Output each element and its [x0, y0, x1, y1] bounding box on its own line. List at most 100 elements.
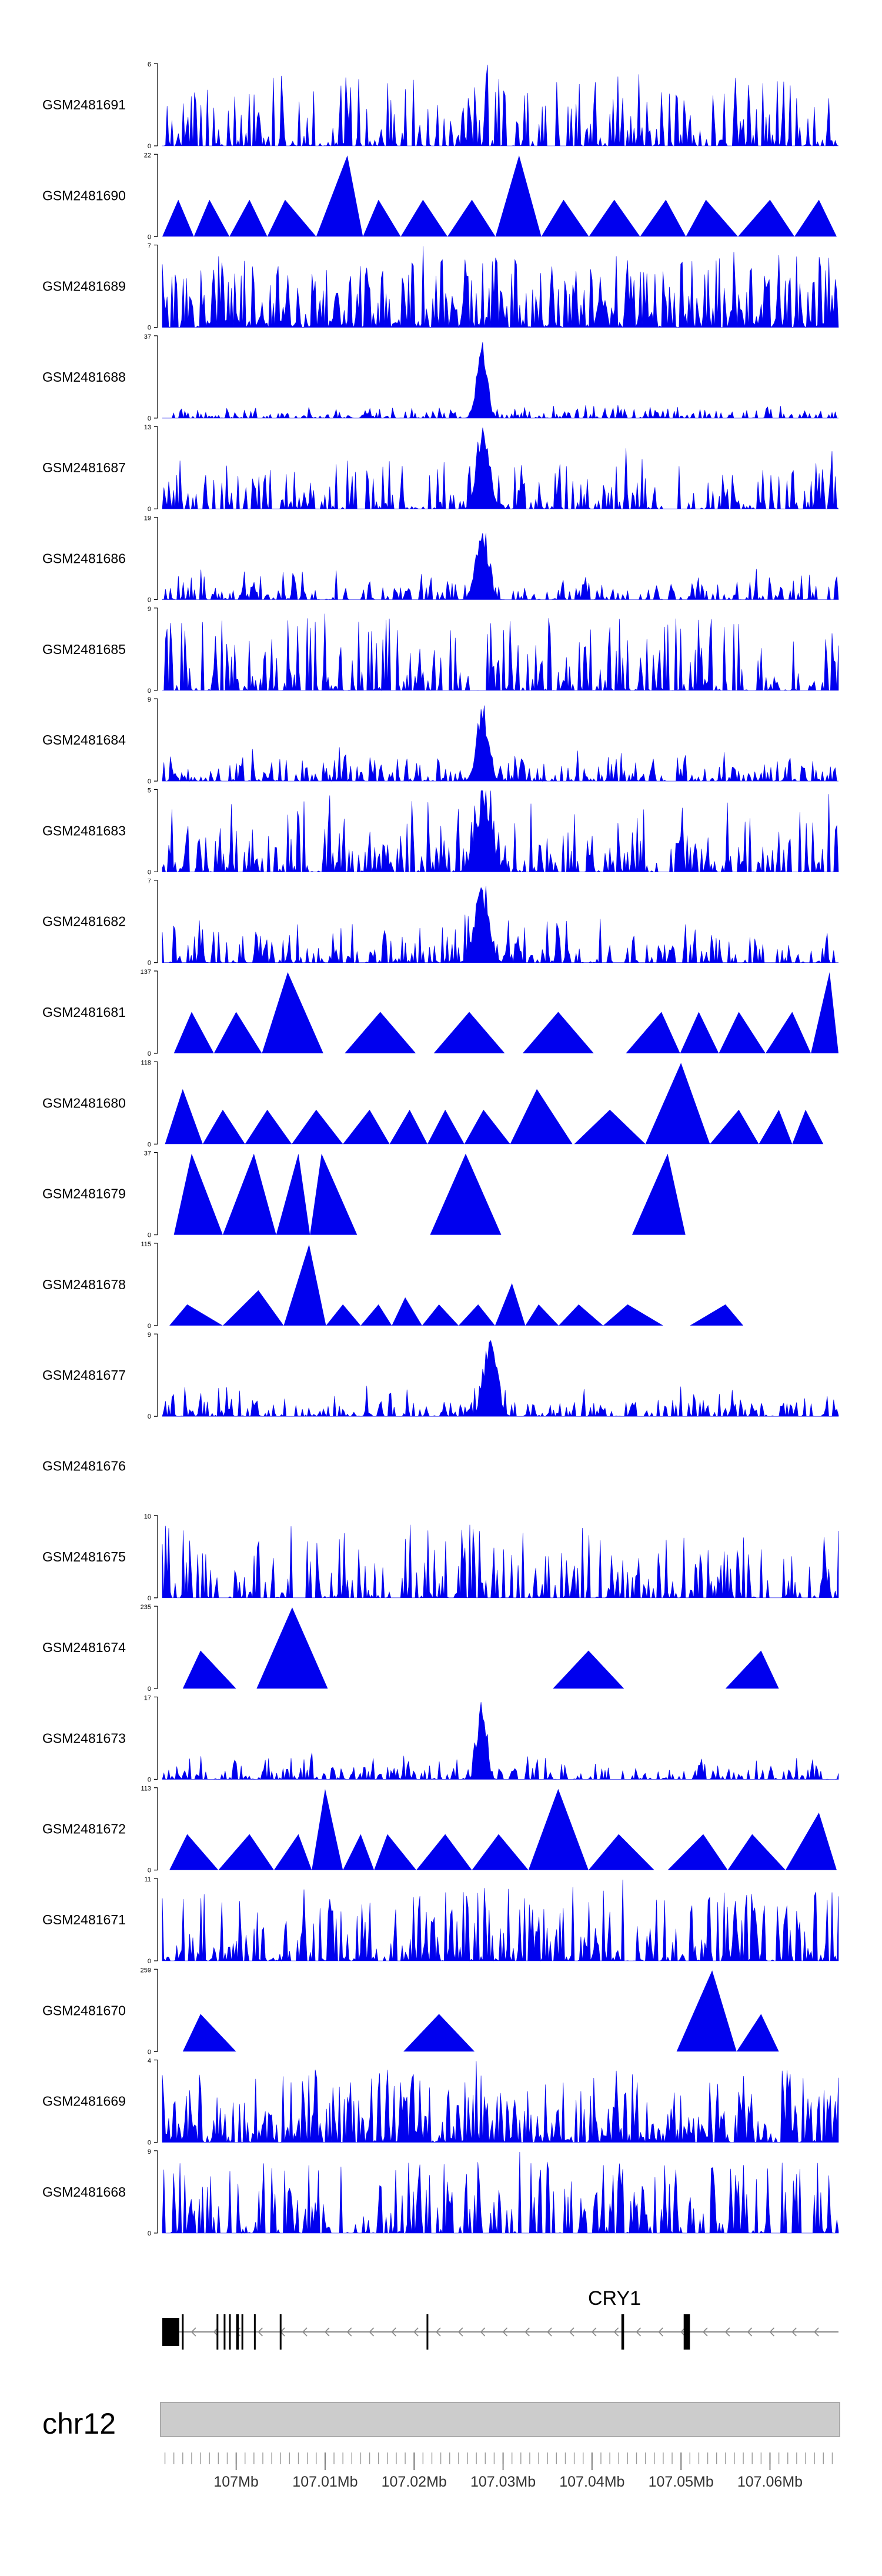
coverage-peak: [389, 1109, 427, 1144]
coverage-peak: [719, 1012, 766, 1053]
x-tick-label: 107.03Mb: [470, 2474, 536, 2490]
coverage-peak: [522, 1012, 594, 1053]
coverage-area: [162, 2061, 839, 2143]
coverage-peak: [736, 2014, 779, 2052]
track-label: GSM2481672: [42, 1821, 126, 1837]
coverage-peak: [202, 1109, 245, 1144]
track-GSM2481678: GSM2481678 115 0: [42, 1241, 744, 1330]
coverage-peak: [574, 1109, 646, 1144]
x-tick-label: 107.01Mb: [292, 2474, 358, 2490]
coverage-area: [162, 705, 838, 782]
y-tick-label-zero: 0: [148, 143, 151, 150]
coverage-peak: [667, 1834, 728, 1870]
x-tick-label: 107.02Mb: [382, 2474, 447, 2490]
exon: [426, 2314, 429, 2350]
coverage-peak: [374, 1834, 417, 1870]
track-GSM2481671: GSM2481671 11 0: [42, 1876, 839, 1965]
y-tick-label-zero: 0: [148, 2048, 151, 2056]
x-tick-label: 107Mb: [213, 2474, 258, 2490]
y-tick-label-max: 5: [148, 787, 151, 794]
coverage-peak: [553, 1650, 624, 1689]
coverage-peak: [245, 1109, 292, 1144]
y-tick-label-max: 9: [148, 606, 151, 613]
y-tick-label-max: 11: [145, 1876, 151, 1883]
y-tick-label-max: 6: [148, 61, 151, 68]
track-label: GSM2481673: [42, 1730, 126, 1746]
track-GSM2481668: GSM2481668 9 0: [42, 2148, 839, 2237]
coverage-peak: [222, 1290, 284, 1326]
coverage-peak: [427, 1109, 465, 1144]
y-tick-label-zero: 0: [148, 1595, 151, 1602]
strand-arrow: [636, 2327, 642, 2337]
coverage-peak: [392, 1297, 422, 1326]
coverage-area: [162, 428, 839, 510]
y-tick-label-max: 259: [141, 1967, 151, 1974]
track-label: GSM2481683: [42, 823, 126, 838]
strand-arrow: [769, 2327, 775, 2337]
coverage-peak: [316, 155, 363, 237]
track-GSM2481686: GSM2481686 19 0: [42, 515, 839, 604]
coverage-peak: [759, 1109, 793, 1144]
strand-arrow: [435, 2327, 441, 2337]
coverage-area: [162, 1879, 839, 1962]
track-label: GSM2481670: [42, 2003, 126, 2018]
coverage-peak: [676, 1970, 737, 2052]
strand-arrow: [724, 2327, 730, 2337]
strand-arrow: [457, 2327, 463, 2337]
coverage-area: [162, 2151, 839, 2234]
y-tick-label-zero: 0: [148, 2230, 151, 2237]
y-tick-label-zero: 0: [148, 960, 151, 967]
coverage-peak: [792, 1109, 824, 1144]
coverage-peak: [182, 2014, 236, 2052]
data-tracks: GSM248169160GSM2481690220GSM248168970GSM…: [42, 61, 839, 2237]
coverage-peak: [400, 199, 447, 237]
y-tick-label-zero: 0: [148, 597, 151, 604]
strand-arrow: [502, 2327, 508, 2337]
track-GSM2481690: GSM2481690 22 0: [42, 152, 837, 241]
y-tick-label-max: 137: [141, 969, 151, 976]
track-label: GSM2481674: [42, 1640, 126, 1655]
strand-arrow: [591, 2327, 597, 2337]
coverage-peak: [229, 199, 268, 237]
coverage-peak: [326, 1304, 361, 1326]
coverage-peak: [559, 1304, 603, 1326]
coverage-peak: [422, 1304, 459, 1326]
track-label: GSM2481687: [42, 460, 126, 475]
coverage-peak: [165, 1089, 203, 1144]
coverage-area: [162, 1524, 839, 1599]
coverage-peak: [727, 1834, 786, 1870]
coverage-peak: [640, 199, 686, 237]
coverage-peak: [276, 1153, 310, 1235]
genome-axis: 107Mb 107.01Mb 107.02Mb 107.03Mb 107.04Mb 107…: [164, 2452, 833, 2490]
track-label: GSM2481685: [42, 642, 126, 657]
coverage-peak: [525, 1304, 559, 1326]
coverage-peak: [222, 1153, 276, 1235]
track-label: GSM2481671: [42, 1912, 126, 1927]
track-label: GSM2481688: [42, 369, 126, 385]
coverage-area: [162, 533, 839, 600]
coverage-peak: [725, 1650, 779, 1689]
track-label: GSM2481669: [42, 2094, 126, 2109]
coverage-peak: [495, 155, 542, 237]
track-label: GSM2481681: [42, 1005, 126, 1020]
track-GSM2481670: GSM2481670 259 0: [42, 1967, 779, 2056]
exon: [223, 2314, 226, 2350]
y-tick-label-zero: 0: [148, 778, 151, 785]
track-GSM2481669: GSM2481669 4 0: [42, 2058, 839, 2147]
coverage-peak: [710, 1109, 759, 1144]
exon: [683, 2314, 690, 2350]
exon: [253, 2314, 256, 2350]
track-label: GSM2481682: [42, 914, 126, 929]
y-tick-label-max: 115: [141, 1241, 151, 1248]
track-label: GSM2481680: [42, 1095, 126, 1110]
y-tick-label-zero: 0: [148, 1323, 151, 1330]
gene-label: CRY1: [588, 2287, 641, 2310]
track-label: GSM2481689: [42, 279, 126, 294]
exon: [241, 2314, 243, 2350]
y-tick-label-zero: 0: [148, 1141, 151, 1148]
coverage-peak: [794, 199, 837, 237]
y-tick-label-max: 10: [144, 1513, 151, 1520]
exon: [621, 2314, 624, 2350]
track-GSM2481675: GSM2481675 10 0: [42, 1513, 839, 1602]
